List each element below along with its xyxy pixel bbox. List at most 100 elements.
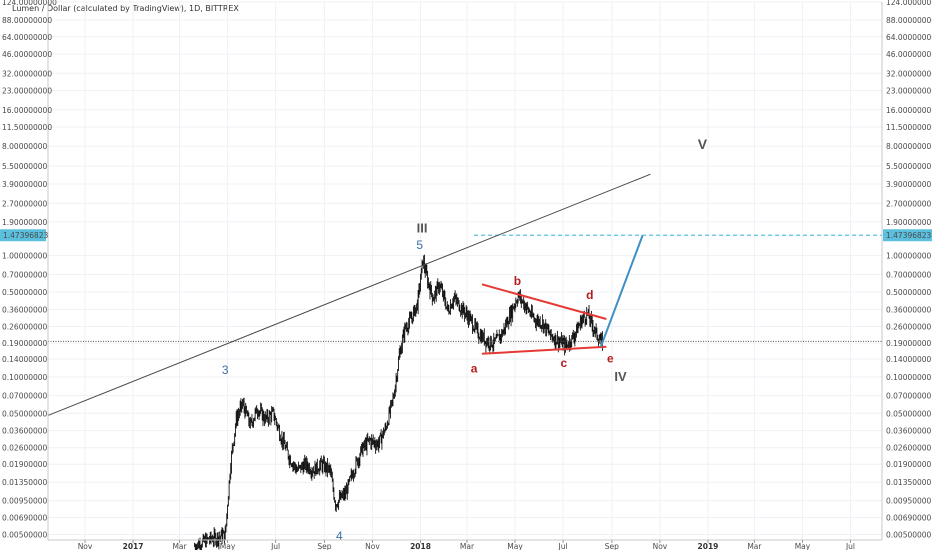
x-tick-label: Jul [845, 542, 855, 550]
y-tick-label-right: 88.00000000 [886, 16, 932, 25]
y-tick-label-right: 3.90000000 [886, 180, 932, 189]
y-tick-label-right: 0.01900000 [886, 460, 932, 469]
target-price-badge-right [883, 229, 932, 242]
y-tick-label-left: 1.90000000 [2, 218, 48, 227]
y-tick-label-right: 124.00000000 [886, 0, 932, 7]
y-tick-label-right: 23.00000000 [886, 87, 932, 96]
y-tick-label-right: 0.00500000 [886, 530, 932, 539]
y-tick-label-right: 5.50000000 [886, 162, 932, 171]
y-tick-label-left: 32.00000000 [2, 69, 52, 78]
y-tick-label-right: 0.03600000 [886, 427, 932, 436]
x-tick-label: Jul [270, 542, 280, 550]
y-tick-label-right: 46.00000000 [886, 50, 932, 59]
y-tick-label-right: 0.19000000 [886, 339, 932, 348]
trendline-channel [47, 173, 651, 416]
x-tick-label: Mar [747, 542, 762, 550]
y-tick-label-left: 23.00000000 [2, 87, 52, 96]
y-tick-label-right: 0.26000000 [886, 323, 932, 332]
wave-labels: III 5 3 4 V IV a b c d e [222, 136, 708, 543]
x-tick-label: 2019 [698, 542, 719, 550]
y-tick-label-left: 0.50000000 [2, 288, 48, 297]
trendlines [47, 173, 882, 416]
y-tick-label-right: 0.10000000 [886, 373, 932, 382]
y-tick-label-right: 0.36000000 [886, 305, 932, 314]
y-tick-label-left: 0.19000000 [2, 339, 48, 348]
y-tick-label-left: 46.00000000 [2, 50, 52, 59]
y-tick-label-right: 0.14000000 [886, 355, 932, 364]
wave-label: IV [614, 369, 627, 384]
x-tick-label: May [220, 542, 236, 550]
y-tick-label-left: 0.03600000 [2, 427, 48, 436]
x-tick-label: Sep [317, 542, 331, 550]
y-tick-label-left: 1.00000000 [2, 252, 48, 261]
y-tick-label-left: 16.00000000 [2, 106, 52, 115]
x-tick-label: May [795, 542, 811, 550]
grid [48, 1, 882, 540]
target-price-badge-left [0, 229, 46, 242]
wave-label: c [560, 356, 567, 370]
wave-label: d [586, 288, 593, 302]
price-series [194, 254, 603, 550]
y-tick-label-left: 124.00000000 [2, 0, 57, 7]
x-tick-label: May [507, 542, 523, 550]
y-tick-label-right: 0.02600000 [886, 444, 932, 453]
y-tick-label-right: 0.07000000 [886, 392, 932, 401]
y-tick-label-right: 8.00000000 [886, 142, 932, 151]
x-tick-label: Jul [558, 542, 568, 550]
target-price-label-left: 1.47396823 [3, 231, 49, 240]
y-tick-label-left: 0.02600000 [2, 444, 48, 453]
trendline-projection [599, 235, 644, 348]
y-tick-label-left: 0.10000000 [2, 373, 48, 382]
wave-label: V [698, 136, 708, 152]
y-tick-label-right: 0.70000000 [886, 270, 932, 279]
y-tick-label-left: 0.00950000 [2, 497, 48, 506]
y-tick-label-right: 11.50000000 [886, 123, 932, 132]
wave-label: 3 [222, 363, 229, 377]
y-tick-label-left: 0.05000000 [2, 409, 48, 418]
y-tick-label-left: 2.70000000 [2, 199, 48, 208]
y-tick-label-left: 0.07000000 [2, 392, 48, 401]
y-tick-label-right: 1.90000000 [886, 218, 932, 227]
y-tick-label-right: 0.01350000 [886, 478, 932, 487]
x-tick-label: Sep [605, 542, 619, 550]
y-tick-label-right: 32.00000000 [886, 69, 932, 78]
y-tick-label-left: 0.36000000 [2, 305, 48, 314]
y-tick-label-left: 0.01900000 [2, 460, 48, 469]
x-tick-label: Nov [653, 542, 668, 550]
y-tick-label-left: 0.26000000 [2, 323, 48, 332]
target-price-label-right: 1.47396823 [886, 231, 932, 240]
y-tick-label-right: 0.05000000 [886, 409, 932, 418]
y-tick-label-right: 0.00690000 [886, 514, 932, 523]
y-tick-label-left: 64.00000000 [2, 33, 52, 42]
y-tick-label-left: 5.50000000 [2, 162, 48, 171]
x-tick-label: Mar [460, 542, 475, 550]
y-tick-label-left: 11.50000000 [2, 123, 52, 132]
y-tick-label-left: 0.00500000 [2, 530, 48, 539]
y-tick-label-left: 88.00000000 [2, 16, 52, 25]
y-tick-label-right: 2.70000000 [886, 199, 932, 208]
wave-label: III [417, 221, 428, 236]
y-tick-label-right: 0.00950000 [886, 497, 932, 506]
y-tick-label-right: 0.50000000 [886, 288, 932, 297]
y-tick-label-left: 0.70000000 [2, 270, 48, 279]
x-tick-label: Nov [78, 542, 93, 550]
wave-label: e [607, 352, 614, 366]
y-tick-label-right: 16.00000000 [886, 106, 932, 115]
y-tick-label-left: 0.01350000 [2, 478, 48, 487]
y-tick-label-left: 8.00000000 [2, 142, 48, 151]
x-tick-label: Mar [172, 542, 187, 550]
trendline-triangle-lower [481, 345, 607, 355]
y-tick-label-left: 3.90000000 [2, 180, 48, 189]
wave-label: b [514, 274, 521, 288]
wave-label: 5 [416, 238, 423, 252]
y-tick-label-right: 1.00000000 [886, 252, 932, 261]
trendline-triangle-upper [481, 283, 607, 320]
wave-label: 4 [336, 529, 343, 543]
wave-label: a [471, 361, 478, 375]
x-tick-label: Nov [365, 542, 380, 550]
x-tick-label: 2017 [123, 542, 144, 550]
chart-title: Lumen / Dollar (calculated by TradingVie… [12, 4, 239, 13]
y-tick-label-left: 0.00690000 [2, 514, 48, 523]
